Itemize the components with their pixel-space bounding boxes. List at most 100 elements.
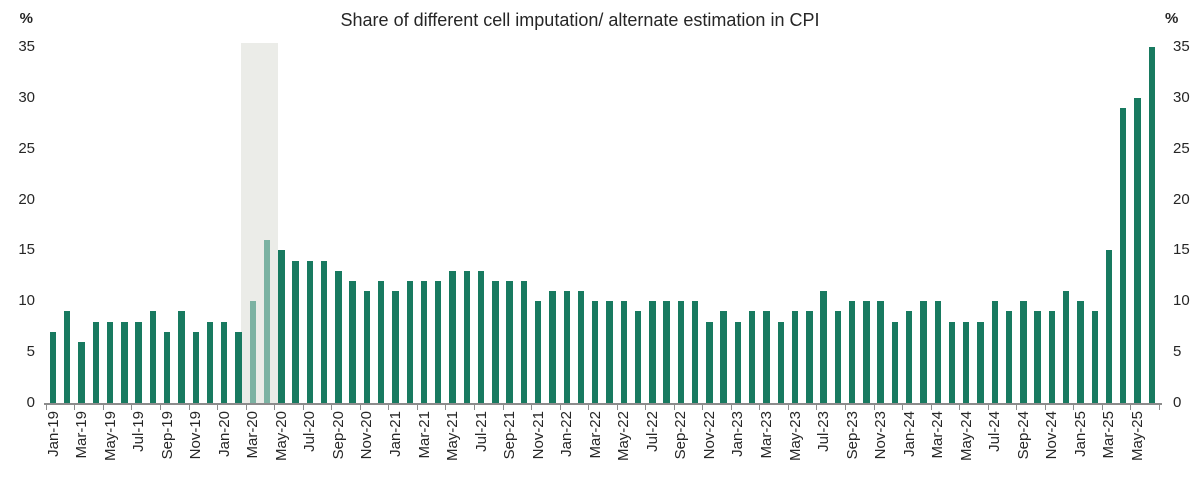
x-axis-label: Nov-21 [529, 411, 547, 460]
bar [620, 301, 627, 403]
bar [263, 240, 271, 403]
bar [92, 321, 99, 403]
bar [49, 331, 57, 403]
bar [934, 301, 941, 403]
bar [221, 321, 228, 403]
bar [320, 260, 328, 403]
x-axis-label: Sep-21 [501, 411, 519, 460]
x-axis-tick [217, 405, 219, 410]
x-axis-tick [331, 405, 333, 410]
bar [1134, 97, 1141, 403]
x-axis-label: Jan-21 [386, 411, 404, 457]
x-axis-tick [816, 405, 818, 410]
bar [891, 321, 899, 403]
x-axis-label: May-22 [615, 411, 633, 462]
x-axis-tick [74, 405, 76, 410]
x-axis-label: Mar-23 [758, 411, 775, 459]
x-axis-tick [445, 405, 447, 410]
bar [791, 311, 799, 403]
bar [577, 291, 585, 403]
bar [749, 311, 756, 403]
bar [720, 311, 727, 403]
bar [834, 311, 842, 403]
y-axis-tick-label-left: 5 [26, 343, 35, 361]
bar [520, 280, 528, 403]
bar [292, 260, 299, 403]
bar [1105, 250, 1113, 403]
x-axis-label: Jul-20 [301, 411, 319, 452]
bar [149, 311, 157, 403]
bar [235, 331, 242, 403]
bar [1148, 47, 1155, 403]
bar [78, 341, 85, 403]
x-axis-tick [188, 405, 190, 410]
y-axis-tick-label-left: 10 [18, 292, 35, 310]
x-axis-tick [759, 405, 761, 410]
x-axis-tick [160, 405, 162, 410]
x-axis-tick [245, 405, 247, 410]
x-axis-label: Nov-22 [700, 411, 718, 460]
x-axis-label: Jan-19 [44, 411, 62, 457]
bar [948, 321, 956, 403]
x-axis-tick [844, 405, 846, 410]
x-axis-label: Sep-22 [672, 411, 690, 460]
x-axis-tick [673, 405, 675, 410]
bar [763, 311, 770, 403]
x-axis-label: Jul-21 [472, 411, 490, 452]
x-axis-tick [559, 405, 561, 410]
x-axis-label: Jul-19 [130, 411, 148, 452]
x-axis-tick [1044, 405, 1046, 410]
x-axis-label: Jan-20 [215, 411, 233, 457]
y-axis-unit-left: % [19, 10, 33, 27]
bar [1034, 311, 1041, 403]
bar [563, 291, 570, 403]
bar [920, 301, 927, 403]
x-axis-tick [1130, 405, 1132, 410]
bar [706, 321, 713, 403]
bar [549, 291, 556, 403]
x-axis-tick [959, 405, 961, 410]
x-axis-label: Jan-23 [729, 411, 747, 457]
bar [1020, 301, 1027, 403]
bar [991, 301, 998, 403]
y-axis-tick-label-right: 25 [1173, 139, 1190, 157]
bar [163, 331, 171, 403]
x-axis-tick [359, 405, 361, 410]
x-axis-tick [1073, 405, 1075, 410]
x-axis-tick [473, 405, 475, 410]
x-axis-label: Nov-23 [872, 411, 890, 460]
x-axis-tick [702, 405, 704, 410]
x-axis-tick [730, 405, 732, 410]
y-axis-tick-label-left: 15 [18, 241, 35, 259]
bar [1120, 108, 1127, 403]
x-axis-tick [1158, 405, 1160, 410]
bar [64, 311, 71, 403]
bar [820, 291, 827, 403]
bar [848, 301, 856, 403]
bar [534, 301, 542, 403]
bar [106, 321, 114, 403]
y-axis-tick-label-right: 0 [1173, 394, 1182, 411]
x-axis-label: Sep-23 [843, 411, 861, 460]
bar [278, 250, 285, 403]
x-axis-label: Jan-22 [558, 411, 576, 457]
bar [863, 301, 870, 403]
bar [477, 270, 485, 403]
y-axis-tick-label-right: 10 [1173, 292, 1190, 310]
x-axis-label: May-23 [786, 411, 804, 462]
covid-highlight-band [241, 43, 279, 403]
y-axis-tick-label-right: 5 [1173, 343, 1182, 361]
x-axis-label: Sep-24 [1014, 411, 1032, 460]
bar [977, 321, 984, 403]
x-axis-label: May-24 [957, 411, 975, 462]
y-axis-tick-label-right: 35 [1173, 38, 1190, 56]
y-axis-tick-label-left: 20 [18, 190, 35, 208]
bar [449, 270, 456, 403]
x-axis-tick [616, 405, 618, 410]
y-axis-tick-label-left: 0 [26, 394, 35, 411]
x-axis-label: May-25 [1129, 411, 1147, 462]
bar [435, 280, 442, 403]
y-axis-tick-label-left: 35 [18, 38, 35, 56]
x-axis-label: Jul-22 [643, 411, 661, 452]
x-axis-label: May-19 [101, 411, 119, 462]
